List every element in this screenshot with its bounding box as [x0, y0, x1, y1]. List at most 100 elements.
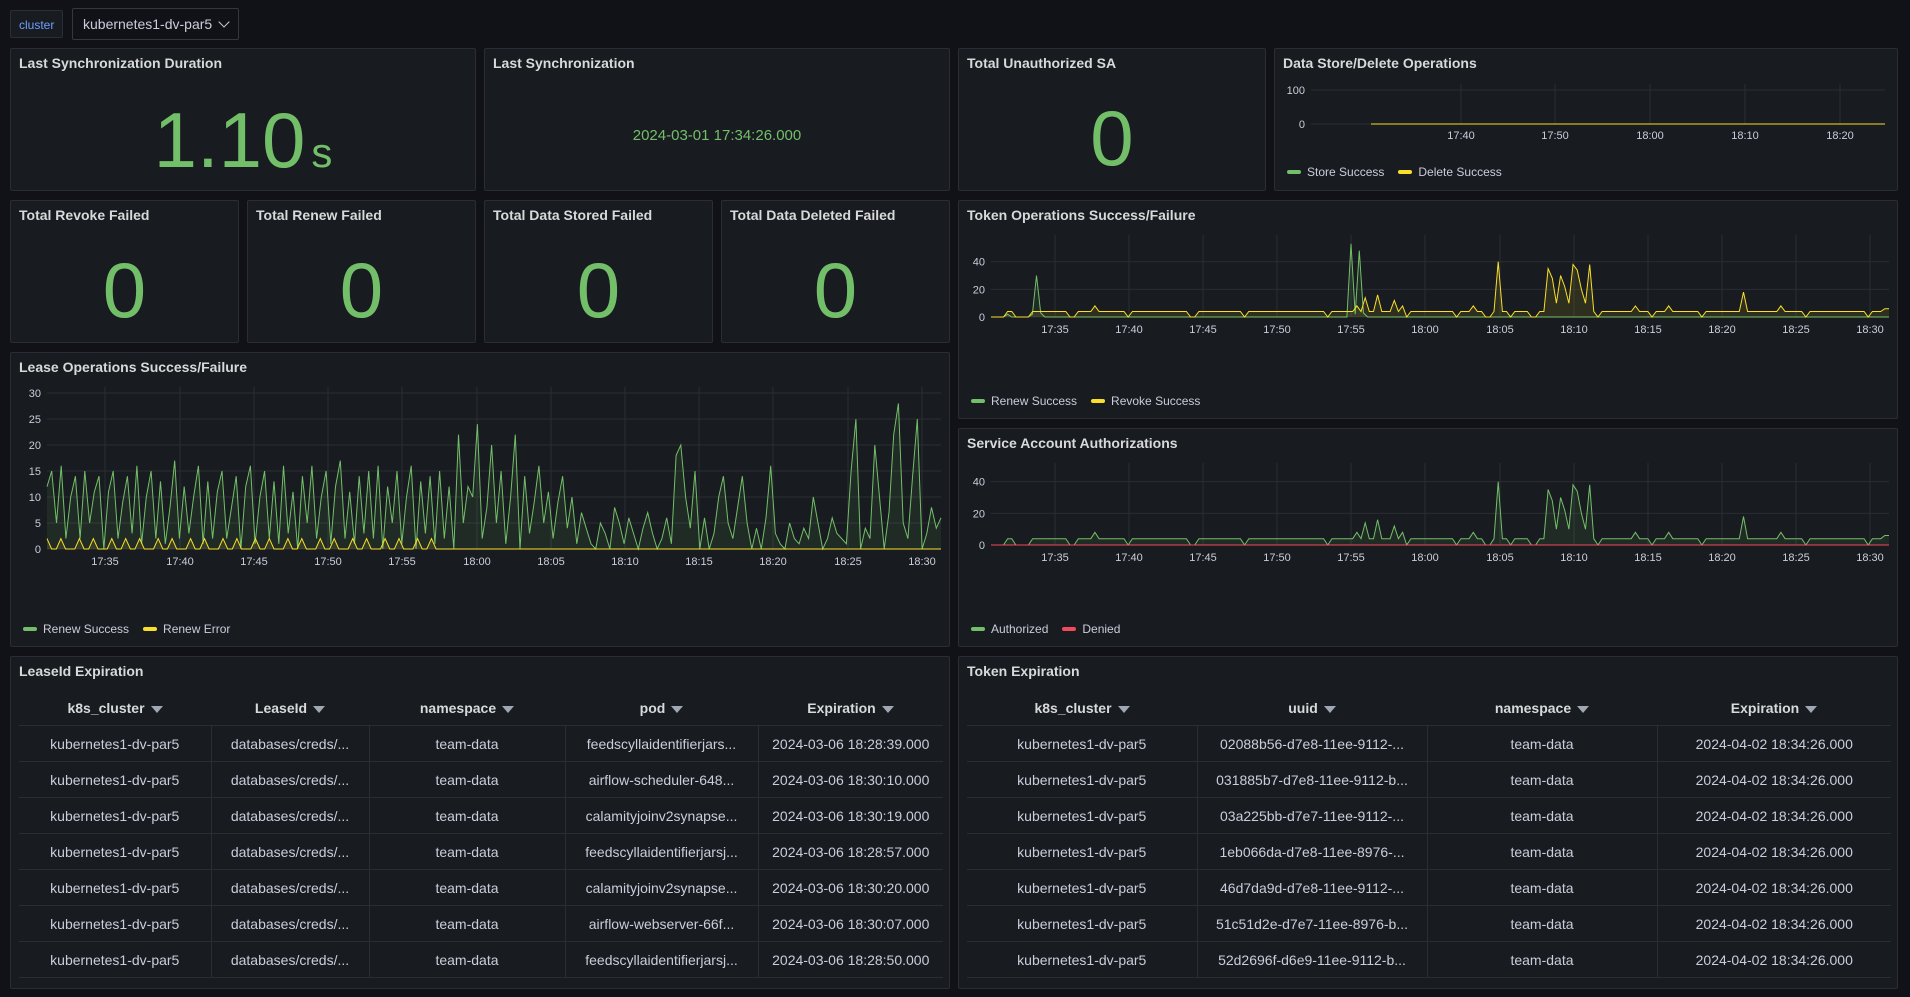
- legend-item[interactable]: Renew Error: [143, 622, 230, 636]
- series-line[interactable]: [991, 261, 1889, 319]
- column-header[interactable]: k8s_cluster: [19, 691, 211, 726]
- table-cell: databases/creds/...: [211, 725, 370, 762]
- x-tick-label: 18:10: [1731, 130, 1759, 142]
- column-header-label: Expiration: [807, 700, 876, 716]
- legend-item[interactable]: Store Success: [1287, 165, 1384, 179]
- x-tick-label: 18:30: [908, 556, 936, 568]
- series-line[interactable]: [991, 481, 1889, 547]
- table-cell: kubernetes1-dv-par5: [967, 761, 1198, 798]
- legend: Renew Success Renew Error: [23, 622, 230, 636]
- filter-icon[interactable]: [313, 705, 326, 713]
- filter-icon[interactable]: [881, 705, 894, 713]
- column-header[interactable]: pod: [565, 691, 758, 726]
- table-row[interactable]: kubernetes1-dv-par5 databases/creds/... te…: [19, 761, 943, 798]
- table-row[interactable]: kubernetes1-dv-par5 databases/creds/... te…: [19, 833, 943, 870]
- column-header[interactable]: uuid: [1197, 691, 1427, 726]
- x-tick-label: 17:45: [240, 556, 268, 568]
- column-header[interactable]: Expiration: [1657, 691, 1891, 726]
- series-line[interactable]: [46, 403, 942, 551]
- column-header-label: namespace: [1494, 700, 1572, 716]
- table-row[interactable]: kubernetes1-dv-par5 databases/creds/... te…: [19, 725, 943, 762]
- x-tick-label: 18:20: [1708, 552, 1736, 564]
- column-header[interactable]: Expiration: [758, 691, 943, 726]
- table-row[interactable]: kubernetes1-dv-par5 databases/creds/... te…: [19, 941, 943, 978]
- legend-item[interactable]: Renew Success: [971, 394, 1077, 408]
- table-cell: team-data: [1427, 905, 1658, 942]
- table-row[interactable]: kubernetes1-dv-par5 031885b7-d7e8-11ee-91…: [967, 761, 1891, 798]
- x-tick-label: 18:25: [1782, 552, 1810, 564]
- table-row[interactable]: kubernetes1-dv-par5 1eb066da-d7e8-11ee-89…: [967, 833, 1891, 870]
- y-tick-label: 0: [979, 540, 985, 552]
- cluster-select-value: kubernetes1-dv-par5: [83, 16, 213, 32]
- table-cell: airflow-scheduler-648...: [565, 761, 759, 798]
- y-tick-label: 5: [35, 518, 41, 530]
- column-header[interactable]: k8s_cluster: [967, 691, 1197, 726]
- filter-icon[interactable]: [1577, 705, 1590, 713]
- series-area: [47, 538, 941, 549]
- table-row[interactable]: kubernetes1-dv-par5 databases/creds/... te…: [19, 905, 943, 942]
- stat-value: 0: [576, 246, 621, 334]
- table-cell: 2024-04-02 18:34:26.000: [1657, 725, 1891, 762]
- cluster-select[interactable]: kubernetes1-dv-par5: [72, 8, 240, 40]
- panel-title: Total Data Stored Failed: [493, 207, 653, 223]
- y-tick-label: 100: [1287, 85, 1305, 97]
- panel-title: Service Account Authorizations: [967, 435, 1178, 451]
- table-cell: 03a225bb-d7e7-11ee-9112-...: [1197, 797, 1428, 834]
- table-row[interactable]: kubernetes1-dv-par5 databases/creds/... te…: [19, 797, 943, 834]
- column-header[interactable]: LeaseId: [211, 691, 369, 726]
- panel-last-sync: Last Synchronization 2024-03-01 17:34:26…: [484, 48, 950, 191]
- table-row[interactable]: kubernetes1-dv-par5 02088b56-d7e8-11ee-91…: [967, 725, 1891, 762]
- table-cell: 2024-03-06 18:30:20.000: [758, 869, 943, 906]
- filter-icon[interactable]: [671, 705, 684, 713]
- y-tick-label: 0: [35, 544, 41, 556]
- x-tick-label: 17:35: [1041, 552, 1069, 564]
- x-tick-label: 17:35: [1041, 324, 1069, 336]
- column-header-label: namespace: [419, 700, 497, 716]
- series-line[interactable]: [46, 537, 941, 550]
- x-tick-label: 18:15: [1634, 324, 1662, 336]
- table-cell: 2024-04-02 18:34:26.000: [1657, 797, 1891, 834]
- table-cell: 2024-04-02 18:34:26.000: [1657, 869, 1891, 906]
- filter-icon[interactable]: [1323, 705, 1336, 713]
- table-row[interactable]: kubernetes1-dv-par5 52d2696f-d6e9-11ee-91…: [967, 941, 1891, 978]
- sa-auth-chart: 0 20 40 17:35 17:40 17:45 17:50 17:55 18:00 18:05…: [973, 463, 1889, 564]
- table-row[interactable]: kubernetes1-dv-par5 databases/creds/... te…: [19, 869, 943, 906]
- table-cell: 51c51d2e-d7e7-11ee-8976-b...: [1197, 905, 1428, 942]
- legend-item[interactable]: Authorized: [971, 622, 1048, 636]
- legend-item[interactable]: Revoke Success: [1091, 394, 1200, 408]
- legend-item[interactable]: Denied: [1062, 622, 1120, 636]
- column-header[interactable]: namespace: [1427, 691, 1657, 726]
- stat-value: 0: [1090, 94, 1134, 182]
- table-cell: kubernetes1-dv-par5: [967, 941, 1198, 978]
- panel-deleted-failed: Total Data Deleted Failed 0: [721, 200, 950, 343]
- filter-icon[interactable]: [502, 705, 515, 713]
- table-cell: team-data: [369, 833, 566, 870]
- panel-title: Total Data Deleted Failed: [730, 207, 896, 223]
- table-cell: kubernetes1-dv-par5: [967, 869, 1198, 906]
- x-tick-label: 17:40: [1115, 552, 1143, 564]
- x-tick-label: 18:30: [1856, 324, 1884, 336]
- table-row[interactable]: kubernetes1-dv-par5 51c51d2e-d7e7-11ee-89…: [967, 905, 1891, 942]
- x-tick-label: 18:00: [1411, 552, 1439, 564]
- dashboard-controls: cluster kubernetes1-dv-par5: [0, 0, 1910, 46]
- table-cell: feedscyllaidentifierjars...: [565, 725, 759, 762]
- legend-item[interactable]: Delete Success: [1398, 165, 1502, 179]
- filter-icon[interactable]: [150, 705, 163, 713]
- table-cell: databases/creds/...: [211, 905, 370, 942]
- table-cell: 2024-03-06 18:30:07.000: [758, 905, 943, 942]
- table-row[interactable]: kubernetes1-dv-par5 46d7da9d-d7e8-11ee-91…: [967, 869, 1891, 906]
- table-row[interactable]: kubernetes1-dv-par5 03a225bb-d7e7-11ee-91…: [967, 797, 1891, 834]
- panel-lease-table: LeaseId Expiration k8s_cluster LeaseId nam…: [10, 656, 950, 989]
- panel-title: Total Unauthorized SA: [967, 55, 1117, 71]
- legend-item[interactable]: Renew Success: [23, 622, 129, 636]
- stat-value: 0: [339, 246, 384, 334]
- series-line[interactable]: [991, 243, 1889, 318]
- stat-value: 2024-03-01 17:34:26.000: [632, 127, 802, 144]
- filter-icon[interactable]: [1805, 705, 1818, 713]
- filter-icon[interactable]: [1117, 705, 1130, 713]
- column-header[interactable]: namespace: [369, 691, 565, 726]
- x-tick-label: 18:10: [1560, 324, 1588, 336]
- table-cell: kubernetes1-dv-par5: [19, 725, 212, 762]
- table-cell: kubernetes1-dv-par5: [19, 761, 212, 798]
